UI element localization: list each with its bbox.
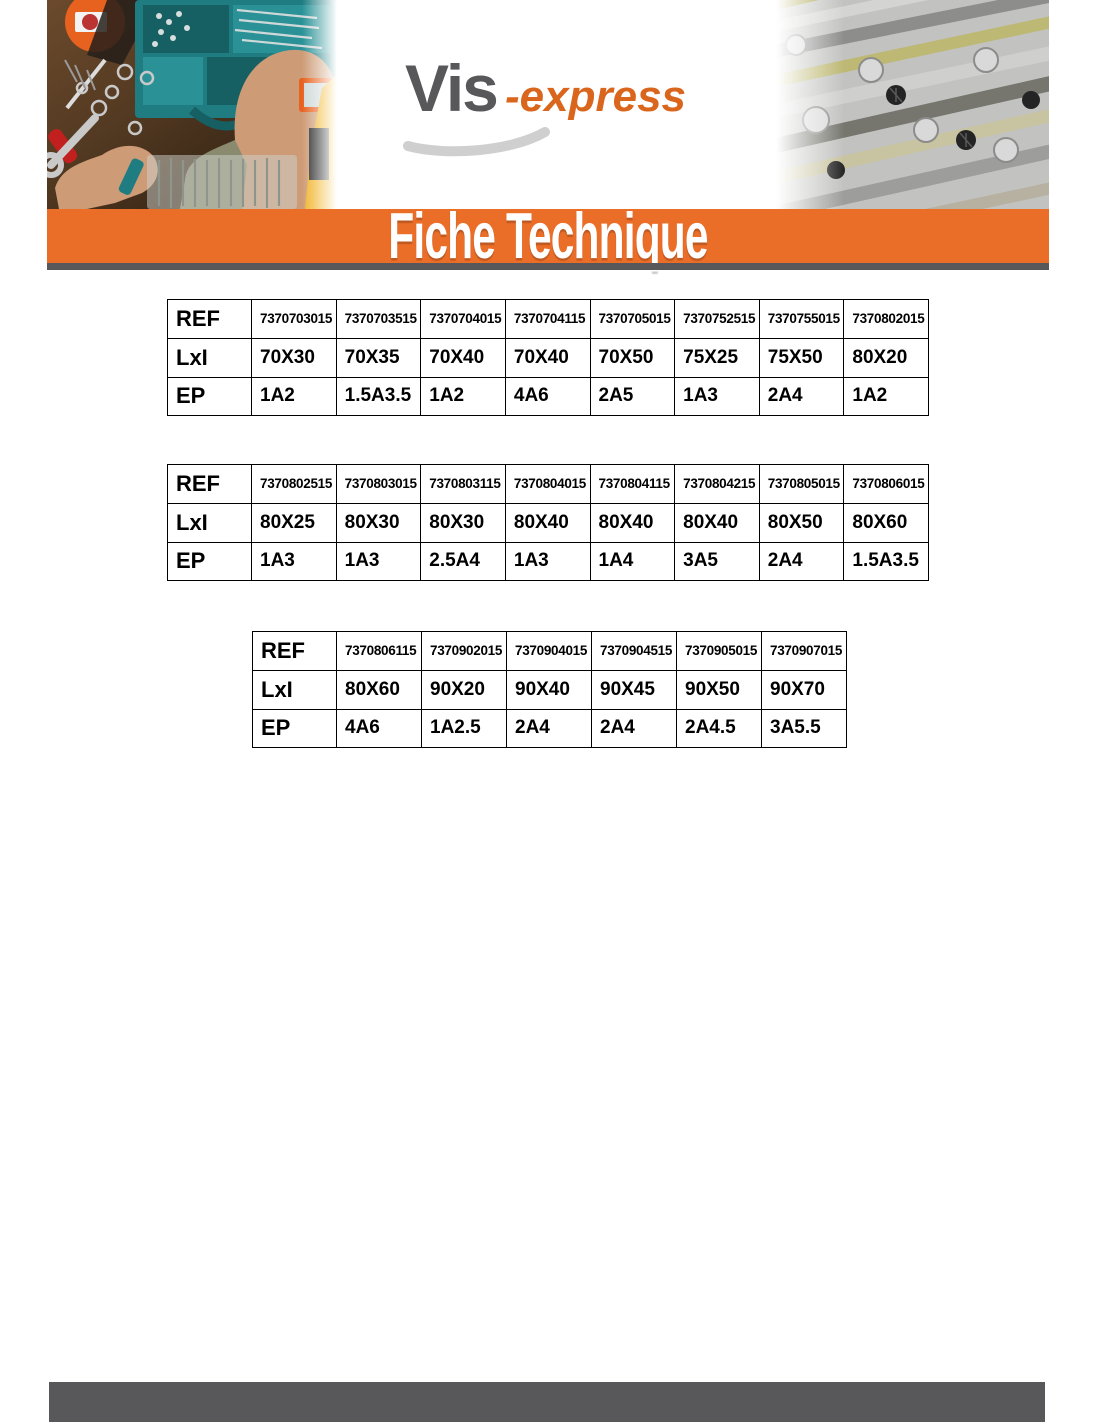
svg-text:-express: -express: [505, 72, 686, 121]
svg-text:Vis: Vis: [405, 51, 497, 125]
